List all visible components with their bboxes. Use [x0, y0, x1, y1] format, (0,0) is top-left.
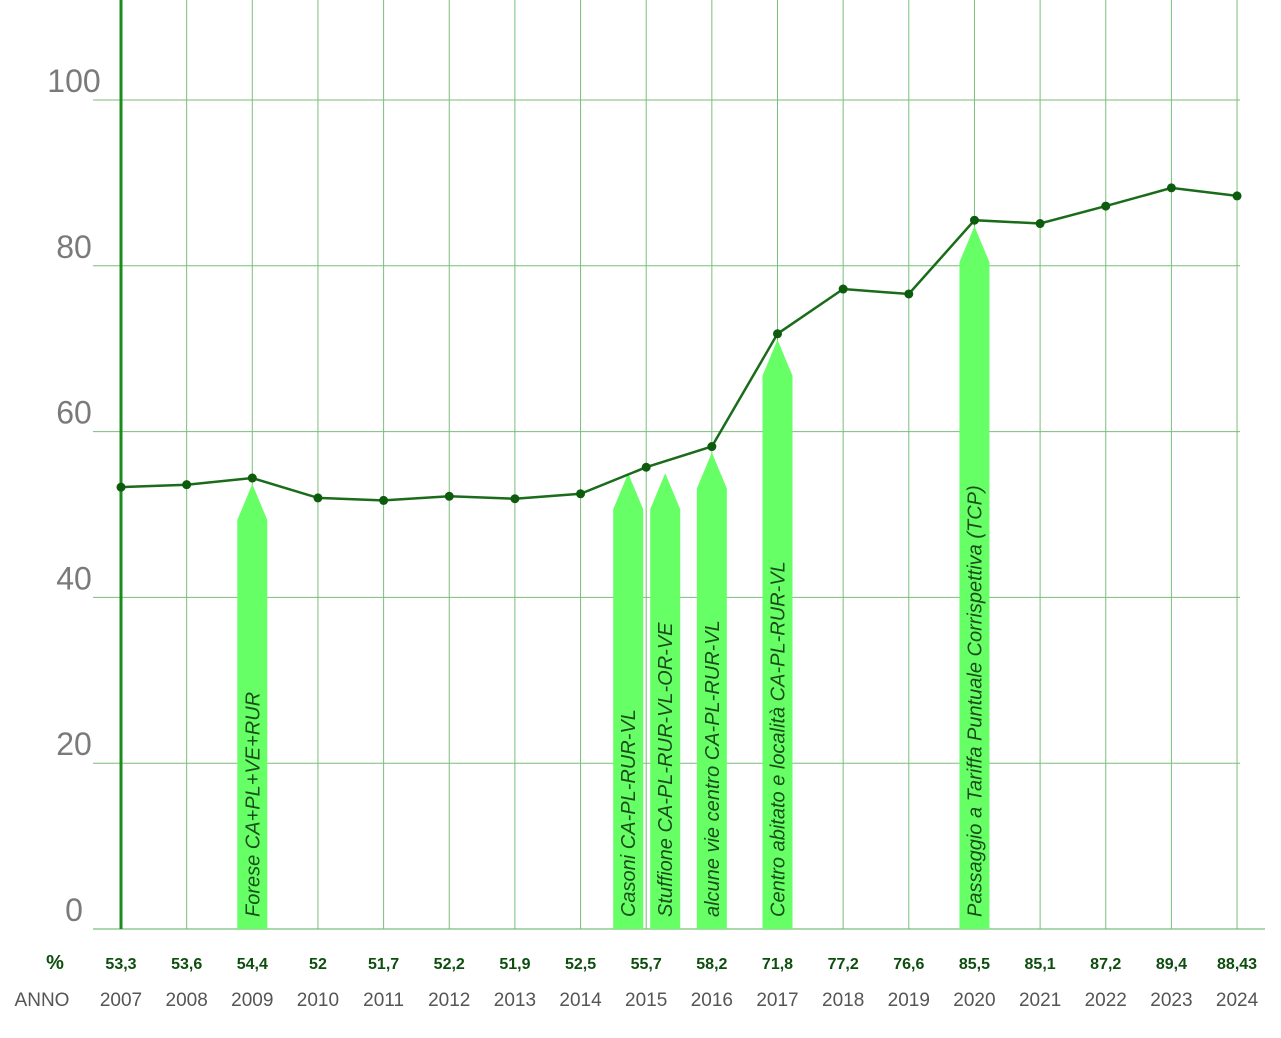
annotation-arrow-1: [237, 484, 268, 929]
x-tick-label-2024: 2024: [1216, 990, 1259, 1011]
data-point-2011: [379, 495, 389, 505]
data-point-2008: [182, 480, 192, 490]
x-tick-label-2015: 2015: [625, 990, 667, 1011]
value-label-2010: 52: [309, 956, 327, 973]
data-point-2023: [1166, 183, 1176, 193]
annotation-label-5: Centro abitato e località CA-PL-RUR-VL: [768, 561, 790, 917]
y-tick-label-40: 40: [56, 560, 92, 596]
x-tick-label-2019: 2019: [888, 990, 930, 1011]
data-point-2017: [773, 329, 782, 339]
data-point-2018: [838, 284, 848, 294]
x-tick-label-2011: 2011: [363, 990, 404, 1011]
data-point-2020: [969, 215, 979, 225]
x-tick-label-2016: 2016: [691, 990, 733, 1011]
value-label-2016: 58,2: [696, 956, 727, 973]
data-point-2016: [707, 442, 717, 452]
percent-row-label: %: [46, 952, 64, 974]
value-label-2018: 77,2: [828, 956, 859, 973]
data-point-2010: [313, 493, 323, 503]
data-point-2007: [116, 482, 126, 492]
value-label-2009: 54,4: [237, 956, 268, 973]
y-tick-label-0: 0: [65, 892, 83, 928]
value-label-2013: 51,9: [499, 956, 530, 973]
y-tick-label-80: 80: [56, 229, 92, 265]
value-label-2022: 87,2: [1090, 956, 1121, 973]
x-tick-label-2007: 2007: [100, 990, 142, 1011]
data-point-2015: [641, 462, 651, 472]
value-label-2021: 85,1: [1025, 956, 1056, 973]
annotation-label-2: Casoni CA-PL-RUR-VL: [618, 709, 640, 917]
value-label-2015: 55,7: [631, 956, 662, 973]
annotation-arrow-2: [613, 473, 644, 929]
data-point-2022: [1101, 201, 1111, 211]
value-label-2011: 51,7: [368, 956, 399, 973]
value-label-2017: 71,8: [762, 956, 793, 973]
annotation-label-3: Stuffione CA-PL-RUR-VL-OR-VE: [655, 622, 677, 917]
x-tick-label-2013: 2013: [494, 990, 536, 1011]
x-tick-label-2008: 2008: [166, 990, 208, 1011]
data-point-2024: [1232, 191, 1242, 201]
x-tick-label-2010: 2010: [297, 990, 339, 1011]
x-tick-label-2023: 2023: [1150, 990, 1192, 1011]
value-label-2007: 53,3: [105, 956, 136, 973]
data-point-2012: [444, 491, 454, 501]
annotation-arrows: Forese CA+PL+VE+RUR Casoni CA-PL-RUR-VL St…: [237, 226, 990, 929]
annotation-label-4: alcune vie centro CA-PL-RUR-VL: [702, 620, 724, 917]
x-tick-label-2021: 2021: [1019, 990, 1061, 1011]
data-point-2009: [247, 473, 257, 483]
annotation-arrow-3: [650, 473, 681, 929]
value-label-2024: 88,43: [1217, 956, 1257, 973]
series-line: [120, 186, 1238, 502]
value-label-2023: 89,4: [1156, 956, 1187, 973]
x-tick-label-2018: 2018: [822, 990, 864, 1011]
x-tick-label-2009: 2009: [231, 990, 273, 1011]
series: [116, 183, 1242, 505]
value-label-2008: 53,6: [171, 956, 202, 973]
value-label-2019: 76,6: [893, 956, 924, 973]
annotation-arrow-6: [959, 226, 990, 929]
annotation-arrow-5: [762, 339, 793, 929]
x-tick-label-2017: 2017: [756, 990, 798, 1011]
value-label-2014: 52,5: [565, 956, 596, 973]
y-axis-ticks: 0 20 40 60 80 100: [47, 63, 100, 928]
x-tick-label-2014: 2014: [559, 990, 602, 1011]
annotation-label-1: Forese CA+PL+VE+RUR: [242, 692, 264, 917]
data-point-2014: [576, 489, 586, 499]
year-row-label: ANNO: [15, 990, 70, 1011]
y-tick-label-60: 60: [56, 395, 92, 431]
value-label-2012: 52,2: [434, 956, 465, 973]
x-tick-label-2020: 2020: [953, 990, 995, 1011]
data-point-2021: [1035, 219, 1045, 229]
y-tick-label-20: 20: [56, 726, 92, 762]
data-point-2013: [510, 494, 520, 504]
value-label-2020: 85,5: [959, 956, 990, 973]
x-tick-label-2012: 2012: [428, 990, 470, 1011]
data-point-2019: [904, 289, 914, 299]
annotation-label-6: Passaggio a Tariffa Puntuale Corrispetti…: [964, 485, 986, 917]
x-axis-labels: 53,3 2007 53,6 2008 54,4 2009 52 2010 51,7 2011 52…: [100, 956, 1259, 1011]
annotation-arrow-4: [696, 452, 727, 929]
x-tick-label-2022: 2022: [1085, 990, 1127, 1011]
y-tick-label-100: 100: [47, 63, 100, 99]
